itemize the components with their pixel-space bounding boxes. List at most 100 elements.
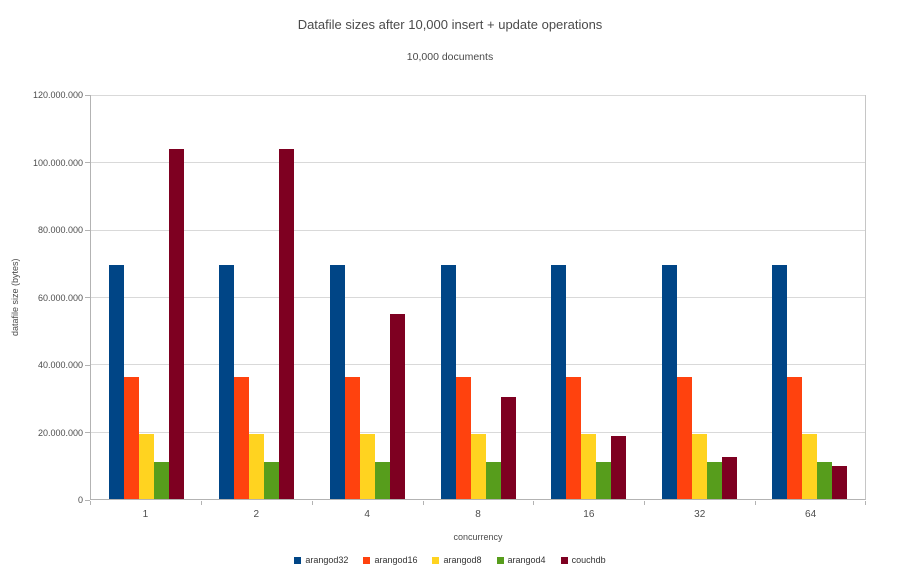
bar-arangod4-2 [264,461,280,499]
bar-arangod32-2 [219,264,235,499]
bar-arangod8-2 [249,433,265,499]
gridline [91,297,865,298]
bar-arangod32-32 [661,264,677,499]
x-tick-mark [644,501,646,505]
bar-arangod32-4 [329,264,345,499]
bar-group-1 [91,95,202,499]
x-tick-mark [422,501,424,505]
bar-couchdb-32 [721,456,737,499]
y-tick-label: 80.000.000 [37,225,83,236]
bar-arangod4-1 [153,461,169,499]
bar-arangod4-8 [485,461,501,499]
bar-arangod32-8 [440,264,456,499]
bar-arangod4-32 [706,461,722,499]
x-tick-marks [90,501,866,505]
bar-couchdb-16 [611,435,627,499]
x-tick-label-64: 64 [805,509,817,520]
gridlines [91,95,865,499]
gridline [91,364,865,366]
x-axis-title: concurrency [453,532,503,542]
legend-color-chip [294,556,302,564]
bar-couchdb-64 [832,466,848,499]
bar-arangod16-2 [234,377,250,499]
legend-color-chip [560,556,568,564]
legend: arangod32 arangod16 arangod8 arangod4 couchd… [0,555,900,565]
bar-arangod4-16 [596,461,612,499]
y-tick-labels: 0 20.000.000 40.000.000 60.000.000 80.000.00… [0,90,83,505]
plot-area [90,95,866,500]
x-tick-label-16: 16 [583,509,595,520]
y-tick-mark [85,162,90,163]
bar-couchdb-2 [279,148,295,499]
bar-arangod4-4 [374,461,390,499]
y-tick-label: 60.000.000 [37,292,83,303]
bar-arangod4-64 [817,461,833,499]
legend-label: arangod16 [374,555,418,565]
x-tick-label-8: 8 [475,509,481,520]
x-tick-mark [311,501,313,505]
x-tick-label-4: 4 [364,509,370,520]
bar-arangod8-64 [802,433,818,499]
legend-item-arangod4: arangod4 [496,555,546,565]
bar-arangod8-8 [470,433,486,499]
chart-title: Datafile sizes after 10,000 insert + upd… [297,17,603,32]
legend-label: arangod32 [305,555,349,565]
y-tick-label: 20.000.000 [37,427,83,438]
legend-color-chip [432,556,440,564]
bar-groups [91,95,865,499]
y-tick-mark [85,364,90,366]
bar-group-64 [754,95,865,499]
bar-arangod8-32 [691,433,707,499]
bar-arangod32-64 [772,264,788,499]
bar-arangod16-16 [566,377,582,499]
bar-couchdb-4 [389,313,405,499]
gridline [91,229,865,231]
y-tick-mark [85,94,90,96]
bar-group-16 [533,95,644,499]
bar-group-4 [312,95,423,499]
y-tick-mark [85,229,90,231]
bar-couchdb-8 [500,397,516,499]
y-tick-label: 0 [77,495,83,505]
legend-item-couchdb: couchdb [560,555,606,565]
x-tick-label-32: 32 [694,509,706,520]
x-tick-mark [90,501,91,505]
legend-label: arangod4 [507,555,546,565]
y-tick-label: 100.000.000 [32,157,83,168]
bar-group-2 [202,95,313,499]
x-tick-mark [200,501,202,505]
bar-group-8 [423,95,534,499]
y-tick-label: 40.000.000 [37,360,83,371]
bar-arangod32-16 [551,264,567,499]
legend-item-arangod16: arangod16 [363,555,417,565]
legend-label: couchdb [571,555,606,565]
bar-arangod16-32 [676,377,692,499]
legend-color-chip [496,556,504,564]
bar-couchdb-1 [168,148,184,499]
gridline [91,95,865,96]
y-tick-mark [85,432,90,434]
legend-item-arangod32: arangod32 [294,555,348,565]
bar-arangod8-16 [581,433,597,499]
x-tick-label-2: 2 [253,509,260,520]
y-tick-marks [85,94,90,501]
bar-group-32 [644,95,755,499]
x-tick-mark [533,501,535,505]
bar-arangod32-1 [108,264,124,499]
x-tick-mark [755,501,757,505]
legend-color-chip [363,556,371,564]
bar-arangod16-4 [344,377,360,499]
y-tick-label: 120.000.000 [32,90,83,100]
bar-arangod8-4 [359,433,375,499]
gridline [91,162,865,164]
chart-subtitle: 10,000 documents [406,51,494,63]
bar-arangod8-1 [138,433,154,499]
legend-label: arangod8 [443,555,482,565]
bar-arangod16-8 [455,377,471,499]
x-tick-mark [865,501,866,505]
bar-arangod16-1 [123,377,139,499]
x-tick-labels: 1 2 4 8 16 32 64 [90,509,866,520]
bar-arangod16-64 [787,377,803,499]
y-tick-mark [85,297,90,298]
